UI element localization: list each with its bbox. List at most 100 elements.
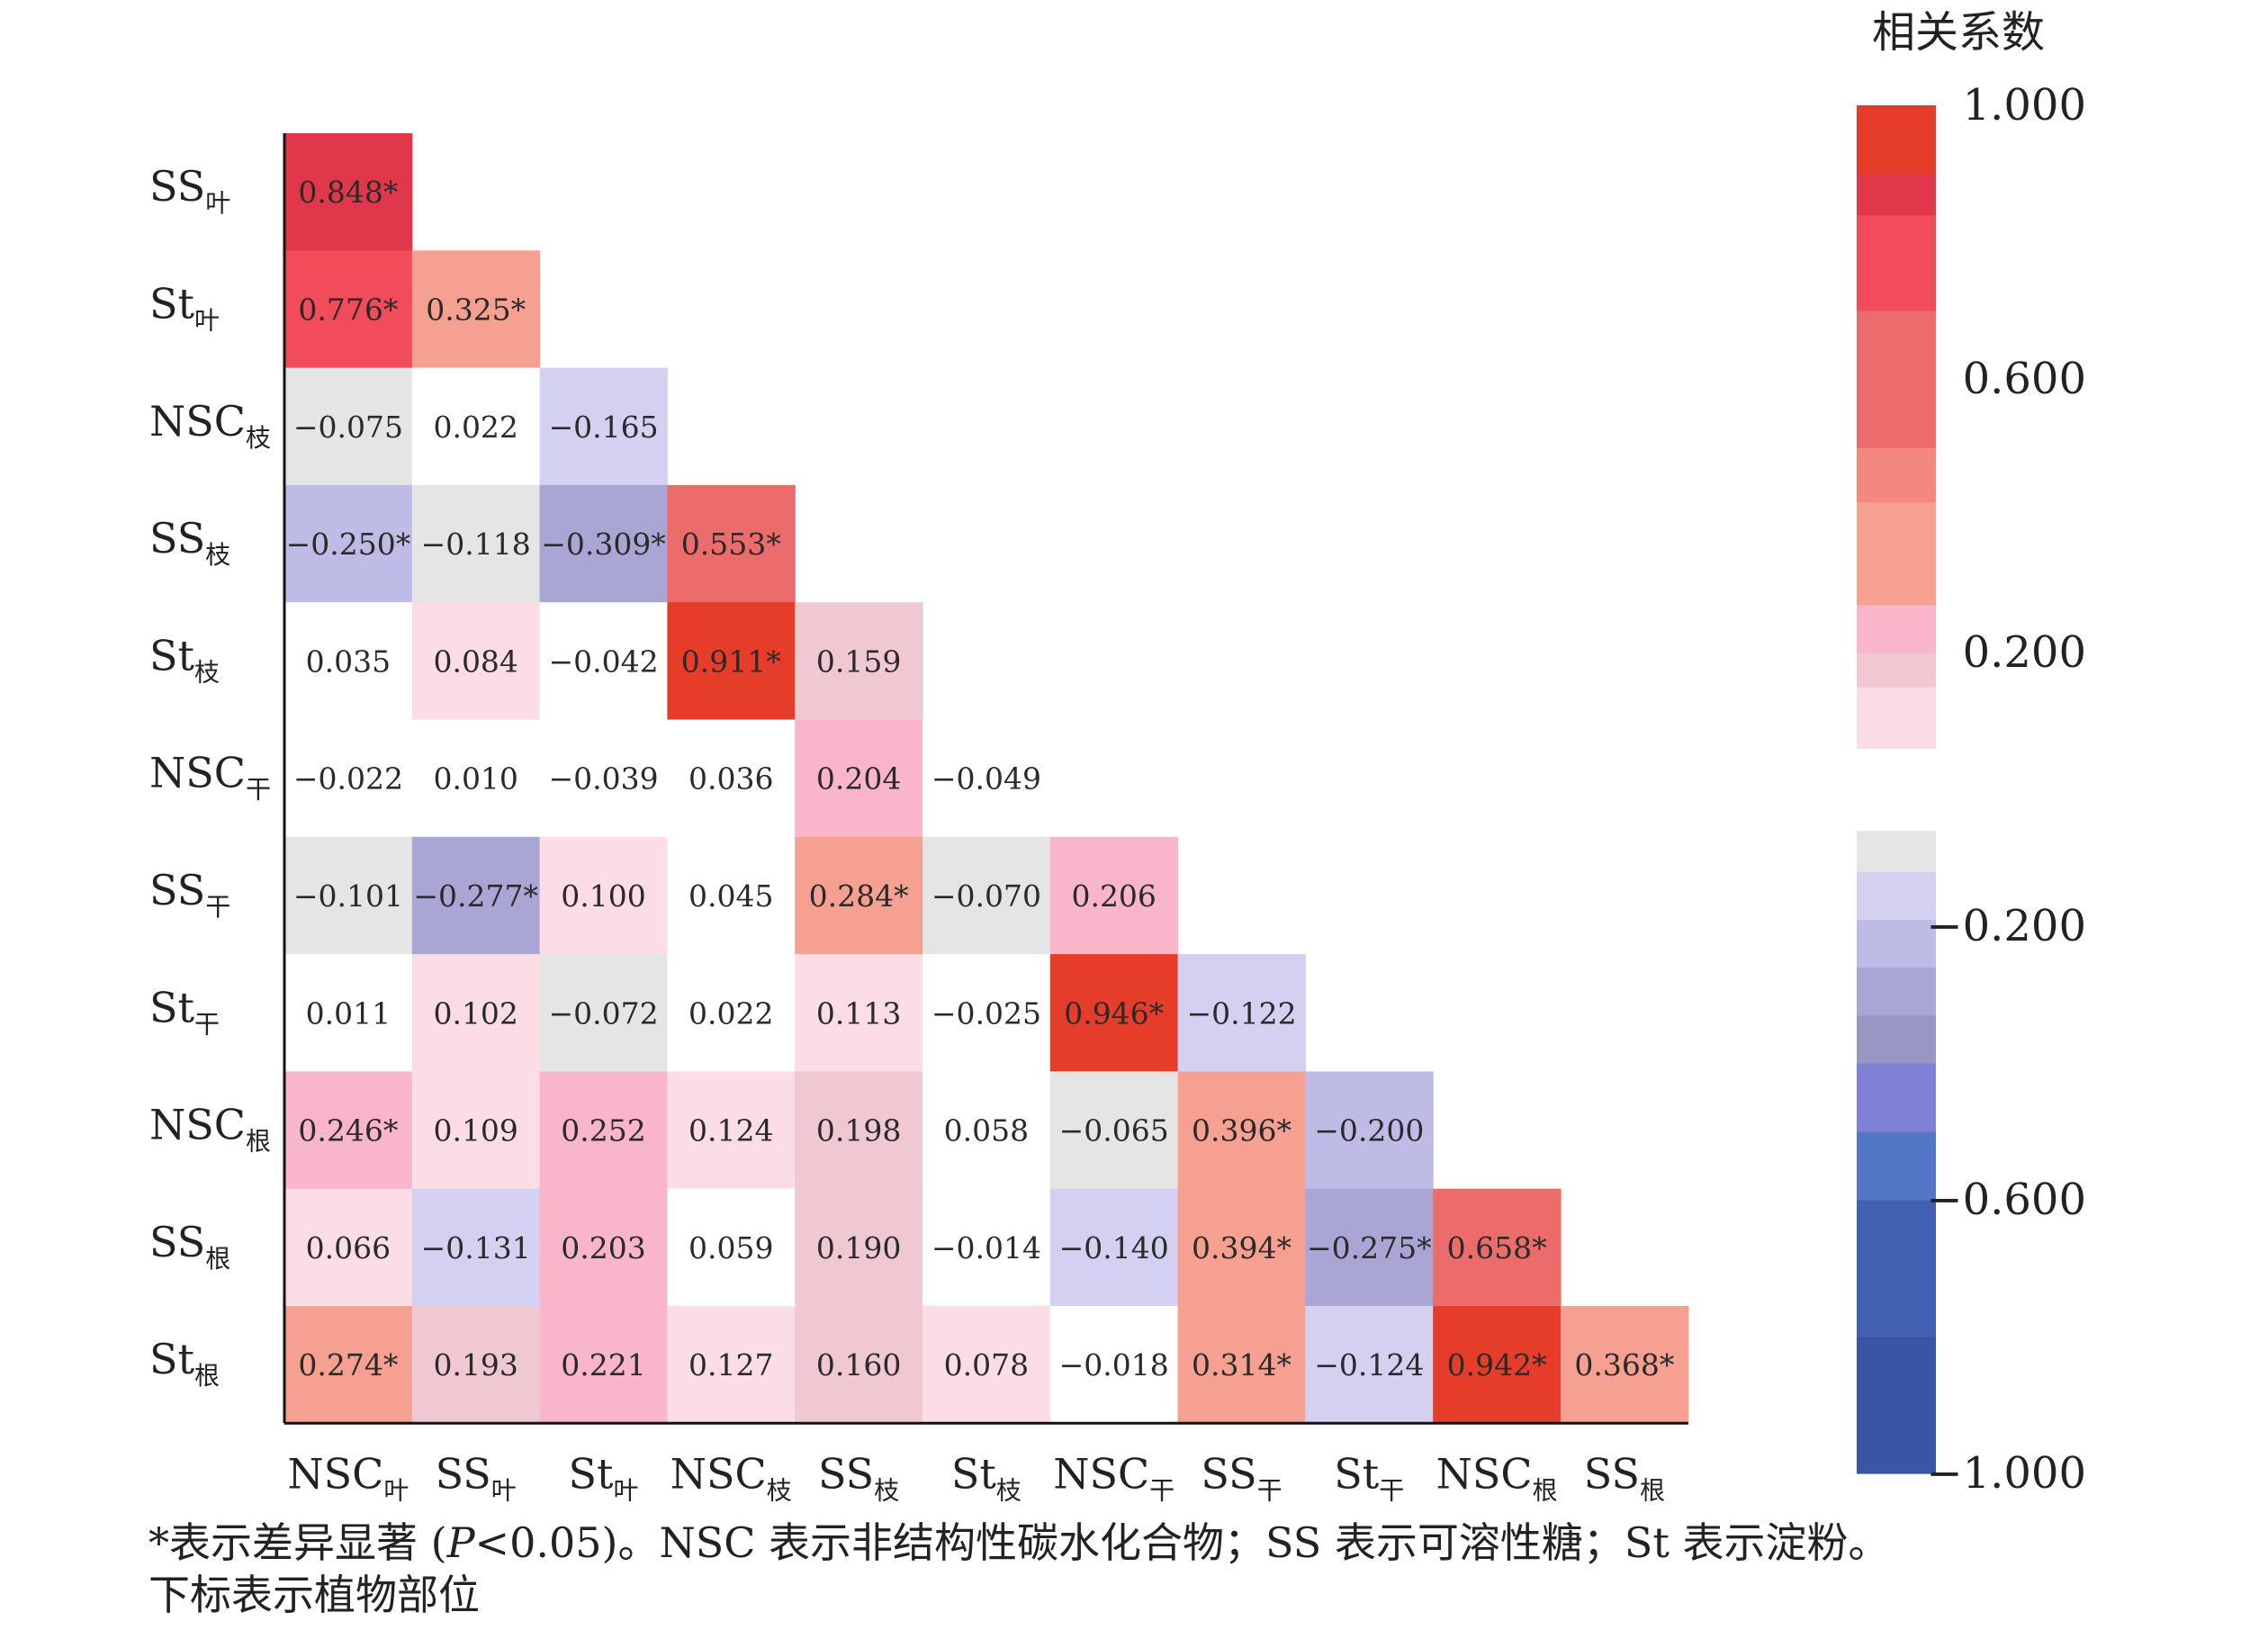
cell-value-label: −0.065: [1059, 1113, 1169, 1148]
column-label: NSC干: [1053, 1449, 1174, 1505]
heatmap-axes: [283, 133, 1688, 1425]
cell-value-label: 0.274*: [298, 1347, 398, 1382]
row-label: SS根: [149, 1218, 230, 1274]
heatmap-cell: [1049, 954, 1179, 1072]
heatmap-cell: [539, 836, 668, 955]
colorbar-band: [1857, 1200, 1936, 1337]
heatmap-cell: [667, 836, 796, 955]
heatmap-cell: [1305, 1306, 1434, 1424]
cell-value-label: 0.946*: [1064, 995, 1164, 1031]
heatmap-cell: [795, 1071, 923, 1190]
cell-value-label: −0.275*: [1307, 1230, 1432, 1265]
cell-value-label: 0.036: [688, 761, 773, 797]
cell-value-label: 0.100: [561, 878, 645, 914]
heatmap-cell: [795, 719, 923, 838]
cell-value-label: 0.206: [1071, 878, 1156, 914]
heatmap-cell: [284, 1071, 413, 1190]
colorbar-band: [1857, 311, 1936, 448]
heatmap-cell: [411, 954, 541, 1072]
colorbar-band: [1857, 1014, 1936, 1064]
heatmap-cell: [1177, 1306, 1306, 1424]
colorbar-band: [1857, 653, 1936, 688]
cell-value-label: 0.911*: [681, 644, 781, 679]
cell-value-label: 0.109: [433, 1113, 518, 1148]
heatmap-cell: [539, 367, 668, 486]
cell-value-label: 0.113: [816, 995, 901, 1031]
colorbar-title: 相关系数: [1872, 7, 2045, 58]
heatmap-cell: [411, 484, 541, 603]
colorbar-band: [1857, 105, 1936, 175]
colorbar-band: [1857, 1131, 1936, 1201]
heatmap-cell: [284, 250, 413, 369]
caption-p-symbol: P: [446, 1518, 475, 1567]
caption-line-1-prefix: *表示差异显著 (: [148, 1518, 447, 1567]
heatmap-cell: [539, 1306, 668, 1424]
column-label: SS叶: [436, 1449, 517, 1505]
row-label: SS叶: [149, 162, 230, 218]
heatmap-cell: [411, 1071, 541, 1190]
heatmap-cell: [922, 836, 1051, 955]
cell-value-label: 0.193: [433, 1347, 518, 1382]
heatmap-cell: [539, 954, 668, 1072]
cell-value-label: −0.025: [932, 995, 1041, 1031]
cell-value-label: 0.011: [306, 995, 391, 1031]
colorbar-band: [1857, 1063, 1936, 1132]
column-label: NSC叶: [287, 1449, 409, 1505]
column-label: SS根: [1584, 1449, 1665, 1505]
colorbar-band: [1857, 687, 1936, 749]
heatmap-cell: [795, 836, 923, 955]
cell-value-label: −0.165: [548, 410, 658, 445]
cell-value-label: 0.058: [944, 1113, 1029, 1148]
heatmap-cell: [411, 719, 541, 838]
caption-line-2: 下标表示植物部位: [148, 1571, 480, 1619]
column-label: SS干: [1201, 1449, 1282, 1505]
colorbar-tick-label: 0.600: [1963, 354, 2086, 404]
row-label: NSC根: [149, 1101, 271, 1157]
cell-value-label: 0.124: [688, 1113, 773, 1148]
heatmap-cell: [795, 1188, 923, 1307]
cell-value-label: 0.848*: [298, 175, 398, 210]
heatmap-cell: [284, 133, 413, 251]
caption-line-1-rest: <0.05)。NSC 表示非结构性碳水化合物；SS 表示可溶性糖；St 表示淀粉…: [474, 1518, 1890, 1567]
heatmap-cell: [1049, 1071, 1179, 1190]
row-label: NSC枝: [149, 397, 271, 453]
cell-value-label: 0.394*: [1192, 1230, 1292, 1265]
row-labels: SS叶 St叶 NSC枝 SS枝 St枝 NSC干 SS干 St干 NSC根 SS根 St根: [149, 162, 271, 1391]
cell-value-label: −0.049: [932, 761, 1041, 797]
cell-value-label: −0.075: [293, 410, 403, 445]
cell-value-label: 0.776*: [298, 292, 398, 327]
cell-value-label: 0.022: [688, 995, 773, 1031]
colorbar-band: [1857, 174, 1936, 216]
row-label: SS枝: [149, 514, 230, 570]
colorbar-band: [1857, 919, 1936, 968]
cell-value-label: 0.198: [816, 1113, 901, 1148]
heatmap-cell: [539, 719, 668, 838]
cell-value-label: 0.203: [561, 1230, 645, 1265]
heatmap-cell: [284, 836, 413, 955]
caption-line-1: *表示差异显著 (P<0.05)。NSC 表示非结构性碳水化合物；SS 表示可溶…: [148, 1517, 2218, 1569]
cell-value-label: 0.553*: [681, 527, 781, 562]
cell-value-label: −0.072: [548, 995, 658, 1031]
cell-value-label: −0.018: [1059, 1347, 1169, 1382]
row-label: St根: [149, 1335, 220, 1391]
heatmap-cell: [922, 719, 1051, 838]
heatmap-cell: [284, 1188, 413, 1307]
cell-value-label: 0.078: [944, 1347, 1029, 1382]
cell-value-label: 0.368*: [1574, 1347, 1674, 1382]
heatmap-cell: [539, 602, 668, 721]
column-label: SS枝: [818, 1449, 899, 1505]
cell-value-label: −0.022: [293, 761, 403, 797]
cell-value-label: −0.042: [548, 644, 658, 679]
cell-value-label: −0.118: [421, 527, 531, 562]
colorbar-band: [1857, 214, 1936, 311]
heatmap-cell: [411, 602, 541, 721]
cell-value-label: −0.131: [421, 1230, 531, 1265]
heatmap-cell: [667, 484, 796, 603]
cell-value-label: −0.101: [293, 878, 403, 914]
colorbar-band: [1857, 604, 1936, 653]
colorbar-tick-label: 1.000: [1963, 80, 2086, 131]
heatmap-cell: [1049, 1306, 1179, 1424]
cell-value-label: 0.084: [433, 644, 518, 679]
colorbar-band: [1857, 830, 1936, 872]
